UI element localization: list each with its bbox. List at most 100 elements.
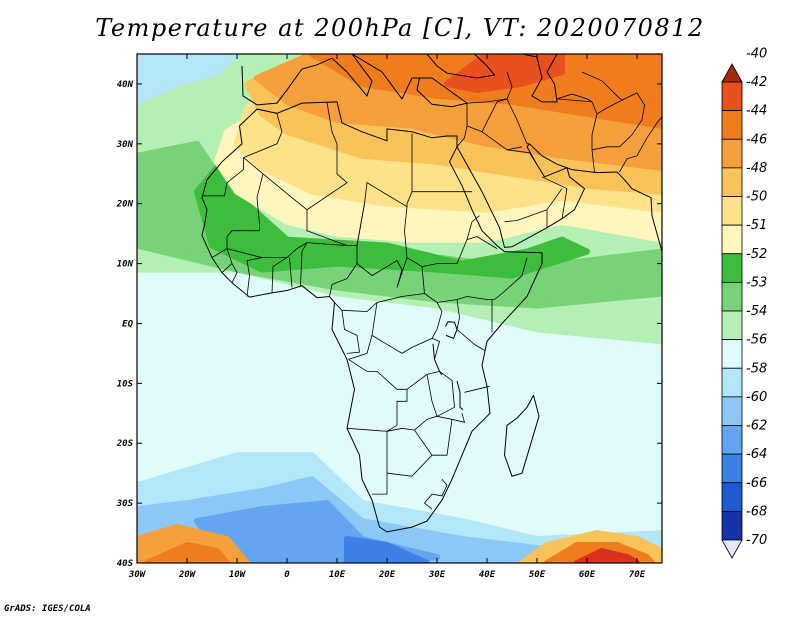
colorbar-label: -48: [746, 161, 767, 176]
me-border-11: [619, 116, 662, 173]
border-34: [451, 413, 466, 423]
colorbar-label: -68: [746, 504, 767, 519]
colorbar-swatch: [721, 281, 743, 312]
border-2: [202, 157, 244, 197]
lat-tick-label: 30S: [116, 499, 134, 509]
border-19: [246, 257, 263, 297]
border-6: [356, 203, 408, 288]
border-21: [221, 263, 233, 273]
country-borders: [201, 54, 662, 533]
border-16: [300, 242, 308, 286]
lat-tick-label: 10N: [117, 260, 134, 270]
colorbar-label: -54: [746, 304, 767, 319]
border-32: [386, 454, 433, 477]
colorbar-swatch: [721, 224, 743, 255]
colorbar-swatch: [721, 253, 743, 283]
plot-frame: [136, 53, 663, 564]
border-14: [334, 293, 425, 312]
colorbar-label: -52: [746, 247, 767, 262]
lat-tick-label: EQ: [122, 319, 133, 329]
lat-tick-label: 30N: [116, 140, 134, 150]
colorbar-label: -56: [746, 333, 767, 348]
field-nw-blue: [137, 54, 240, 105]
field-s-red-e: [574, 548, 640, 563]
me-border-8: [541, 176, 568, 219]
colorbar-label: -42: [746, 75, 767, 90]
lon-tick-label: 70E: [629, 570, 646, 580]
lon-tick-label: 50E: [529, 570, 546, 580]
lon-tick-label: 20E: [378, 570, 396, 580]
colorbar-swatch: [721, 110, 743, 140]
border-35: [464, 385, 490, 393]
me-border-10: [591, 92, 645, 151]
temperature-field: [137, 54, 662, 563]
border-24: [348, 302, 378, 360]
border-22: [211, 236, 228, 258]
lat-tick-label: 40N: [117, 80, 134, 90]
asia-coastline: [529, 143, 662, 252]
me-border-5: [506, 98, 530, 145]
colorbar-label: -58: [746, 361, 767, 376]
colorbar-swatch: [721, 310, 743, 341]
map-title: Temperature at 200hPa [C], VT: 202007081…: [95, 14, 705, 42]
lon-tick-label: 0: [284, 570, 290, 580]
black-sea: [426, 54, 496, 79]
colorbar-swatch: [721, 453, 743, 484]
border-1: [243, 102, 348, 211]
lat-tick-label: 10S: [117, 379, 134, 389]
border-5: [306, 209, 348, 246]
border-17: [289, 257, 293, 288]
colorbar-label: -70: [746, 533, 767, 548]
border-23: [341, 310, 360, 354]
colorbar-label: -51: [746, 218, 767, 233]
border-15: [329, 263, 365, 297]
lon-tick-label: 10E: [329, 570, 346, 580]
africa-coastline: [201, 101, 543, 533]
arabia-coastline: [456, 143, 586, 248]
colorbar-swatch: [721, 339, 743, 369]
colorbar-swatch: [721, 367, 743, 398]
colorbar-label: -66: [746, 476, 767, 491]
border-3: [226, 173, 264, 237]
border-26: [346, 359, 408, 432]
colorbar-label: -50: [746, 190, 767, 205]
me-border-12: [556, 93, 593, 103]
madagascar-coastline: [503, 395, 540, 477]
border-18: [271, 257, 288, 293]
colorbar-over-triangle: [721, 63, 743, 83]
lon-tick-label: 30E: [428, 570, 446, 580]
caspian-sea: [521, 54, 558, 103]
colorbar-label: -62: [746, 419, 767, 434]
field-blue-core: [344, 536, 430, 563]
border-9: [421, 257, 528, 303]
border-33: [423, 478, 448, 510]
grads-credit: GrADS: IGES/COLA: [4, 604, 91, 614]
me-border-0: [456, 103, 468, 148]
lon-tick-label: 10W: [229, 570, 247, 580]
lon-tick-label: 40E: [479, 570, 496, 580]
border-20: [226, 248, 238, 283]
colorbar-label: -60: [746, 390, 767, 405]
border-28: [386, 374, 438, 432]
lat-tick-label: 40S: [117, 559, 134, 569]
europe-coastline: [241, 54, 469, 108]
me-border-1: [466, 71, 513, 133]
colorbar-swatch: [721, 196, 743, 226]
me-border-9: [556, 98, 598, 173]
lake-tanganyika: [432, 343, 443, 376]
colorbar-swatch: [721, 510, 743, 541]
lat-tick-label: 20N: [116, 200, 134, 210]
me-border-13: [581, 71, 623, 101]
me-border-3: [506, 149, 538, 166]
colorbar-swatch: [721, 425, 743, 455]
field-green-strong: [194, 164, 590, 279]
colorbar-swatch: [721, 167, 743, 197]
me-border-7: [504, 209, 548, 223]
colorbar-label: -46: [746, 132, 767, 147]
colorbar-label: -64: [746, 447, 767, 462]
colorbar-swatch: [721, 396, 743, 426]
colorbar: -40 -42 -44 -46 -48 -50 -51 -52 -53 -54 -56 -58 -60 -…: [721, 46, 767, 559]
border-12: [456, 299, 485, 351]
colorbar-label: -40: [746, 46, 767, 61]
